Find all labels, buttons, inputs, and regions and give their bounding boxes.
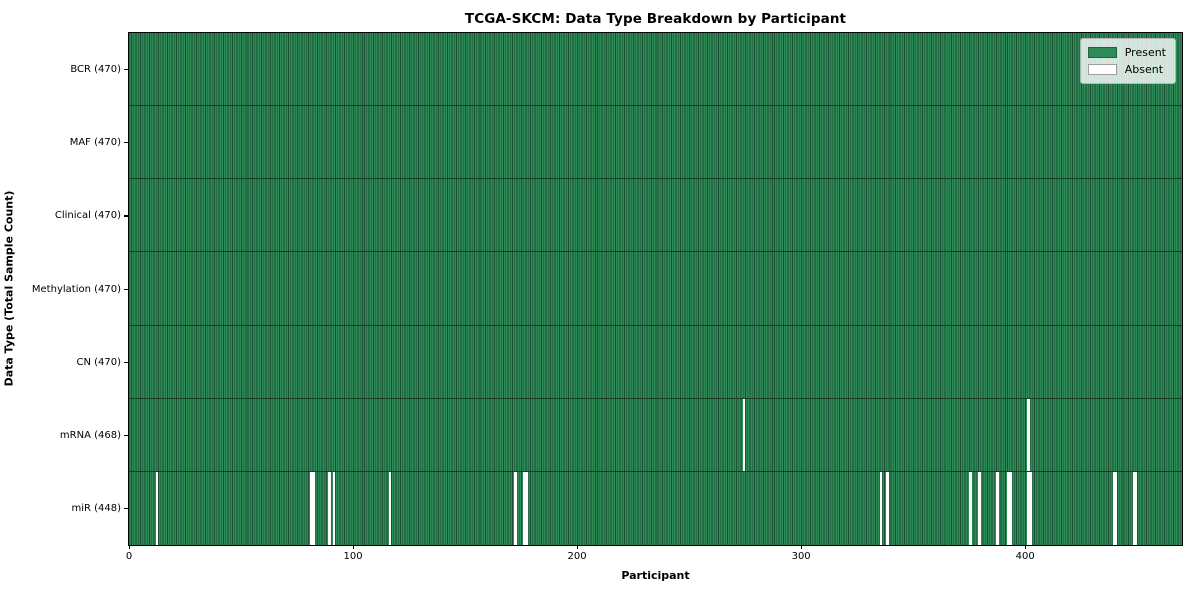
legend-label: Present [1124,46,1166,59]
heatmap-row [129,398,1182,472]
absent-cell [523,471,526,545]
x-tick-mark [353,545,355,549]
absent-cell [1134,471,1138,545]
absent-cell [742,398,746,471]
y-tick-label: Clinical (470) [54,210,121,222]
x-tick-label: 300 [791,551,811,562]
legend-swatch-icon [1087,47,1117,58]
x-tick-mark [1025,545,1027,549]
x-tick-label: 200 [567,551,587,562]
absent-cell [996,471,999,545]
absent-cell [1027,471,1030,545]
y-tick-label: miR (448) [71,502,121,514]
absent-cell [978,471,981,545]
plot-area [129,33,1182,545]
legend-entry: Present [1087,44,1166,61]
plot-frame: Present Absent [128,32,1183,546]
absent-cell [525,471,529,545]
absent-cell [1114,471,1118,545]
y-tick-mark [124,507,128,510]
legend-entry: Absent [1087,61,1166,78]
y-tick-label: mRNA (468) [59,429,121,441]
chart-title: TCGA-SKCM: Data Type Breakdown by Partic… [464,11,847,27]
y-tick-mark [124,361,128,363]
legend-swatch-icon [1087,64,1117,75]
x-tick-label: 100 [343,551,363,562]
heatmap-row [129,106,1182,180]
y-tick-mark [124,142,128,144]
legend: Present Absent [1079,38,1176,84]
heatmap-row [129,33,1182,107]
absent-cell [969,471,972,545]
y-tick-mark [124,434,128,436]
y-tick-label: CN (470) [76,356,121,368]
heatmap-row [129,471,1182,545]
absent-cell [1007,471,1010,545]
heatmap-row [129,179,1182,253]
absent-cell [514,471,517,545]
absent-cell [879,471,883,545]
absent-cell [1027,398,1030,471]
y-tick-label: MAF (470) [69,137,121,149]
absent-cell [312,471,316,545]
absent-cell [1009,471,1013,545]
heatmap-row [129,252,1182,326]
x-tick-mark [129,545,131,549]
absent-cell [388,471,392,545]
x-tick-mark [801,545,803,549]
y-tick-label: Methylation (470) [31,283,121,295]
absent-cell [1132,471,1136,545]
absent-cell [332,471,336,545]
heatmap-row [129,325,1182,399]
x-tick-label: 400 [1015,551,1035,562]
legend-label: Absent [1124,63,1164,76]
absent-cell [155,471,159,545]
absent-cell [1029,471,1033,545]
y-tick-label: BCR (470) [70,64,121,76]
y-tick-mark [124,215,128,217]
absent-cell [886,471,889,545]
y-tick-mark [124,69,128,71]
x-tick-mark [577,545,579,549]
y-tick-mark [124,288,128,290]
x-tick-label: 0 [125,551,133,562]
absent-cell [1112,471,1116,545]
absent-cell [328,471,331,545]
x-axis-label: Participant [621,569,690,582]
absent-cell [310,471,313,545]
